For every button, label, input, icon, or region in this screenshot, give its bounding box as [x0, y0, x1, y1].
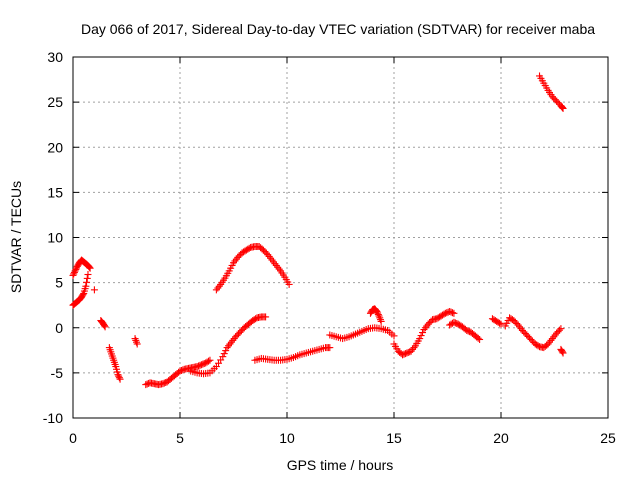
- x-tick-label: 25: [600, 430, 616, 446]
- data-point: [83, 274, 91, 282]
- data-point: [326, 344, 334, 352]
- data-point: [262, 313, 270, 321]
- x-axis-label: GPS time / hours: [287, 457, 394, 473]
- x-tick-label: 15: [386, 430, 402, 446]
- data-point: [557, 325, 565, 333]
- y-tick-label: 25: [47, 94, 63, 110]
- data-point: [82, 282, 90, 290]
- data-point: [476, 335, 484, 343]
- data-point: [559, 104, 567, 112]
- data-point: [417, 332, 425, 340]
- data-point: [70, 268, 78, 276]
- y-axis: -10 -5 0 5 10 15 20 25 30: [43, 49, 608, 426]
- data-point: [416, 335, 424, 343]
- data-points: [69, 72, 567, 389]
- data-point: [115, 374, 123, 382]
- data-point: [450, 309, 458, 317]
- x-tick-label: 0: [69, 430, 77, 446]
- data-point: [285, 280, 293, 288]
- data-point: [72, 265, 80, 273]
- data-point: [222, 347, 230, 355]
- x-tick-label: 10: [279, 430, 295, 446]
- x-tick-label: 20: [493, 430, 509, 446]
- data-point: [474, 334, 482, 342]
- data-point: [83, 278, 91, 286]
- data-point: [555, 326, 563, 334]
- y-tick-label: 20: [47, 139, 63, 155]
- data-point: [114, 371, 122, 379]
- data-point: [374, 311, 382, 319]
- data-point: [90, 286, 98, 294]
- data-point: [132, 338, 140, 346]
- data-point: [219, 353, 227, 361]
- y-tick-label: 10: [47, 230, 63, 246]
- data-point: [115, 372, 123, 380]
- y-tick-label: 5: [55, 275, 63, 291]
- data-point: [116, 375, 124, 383]
- data-point: [71, 267, 79, 275]
- data-point: [85, 263, 93, 271]
- data-point: [220, 350, 228, 358]
- data-point: [205, 357, 213, 365]
- grid: [73, 57, 608, 418]
- data-point: [373, 308, 381, 316]
- data-point: [558, 348, 566, 356]
- data-point: [133, 340, 141, 348]
- data-point: [419, 329, 427, 337]
- chart-title: Day 066 of 2017, Sidereal Day-to-day VTE…: [81, 21, 595, 37]
- data-point: [377, 317, 385, 325]
- data-point: [559, 349, 567, 357]
- data-point: [86, 264, 94, 272]
- data-point: [69, 271, 77, 279]
- data-point: [101, 323, 109, 331]
- data-point: [448, 309, 456, 317]
- y-tick-label: 0: [55, 320, 63, 336]
- y-tick-label: 15: [47, 184, 63, 200]
- data-point: [374, 309, 382, 317]
- y-tick-label: -5: [51, 365, 64, 381]
- y-axis-label: SDTVAR / TECUs: [8, 181, 24, 293]
- data-point: [496, 319, 504, 327]
- data-point: [206, 356, 214, 364]
- data-point: [132, 336, 140, 344]
- y-tick-label: -10: [43, 410, 63, 426]
- x-tick-label: 5: [176, 430, 184, 446]
- data-point: [70, 270, 78, 278]
- x-axis: 0 5 10 15 20 25: [69, 57, 616, 446]
- data-point: [558, 104, 566, 112]
- data-point: [100, 322, 108, 330]
- data-point: [497, 320, 505, 328]
- y-tick-label: 30: [47, 49, 63, 65]
- data-point: [390, 332, 398, 340]
- data-point: [84, 271, 92, 279]
- data-point: [79, 291, 87, 299]
